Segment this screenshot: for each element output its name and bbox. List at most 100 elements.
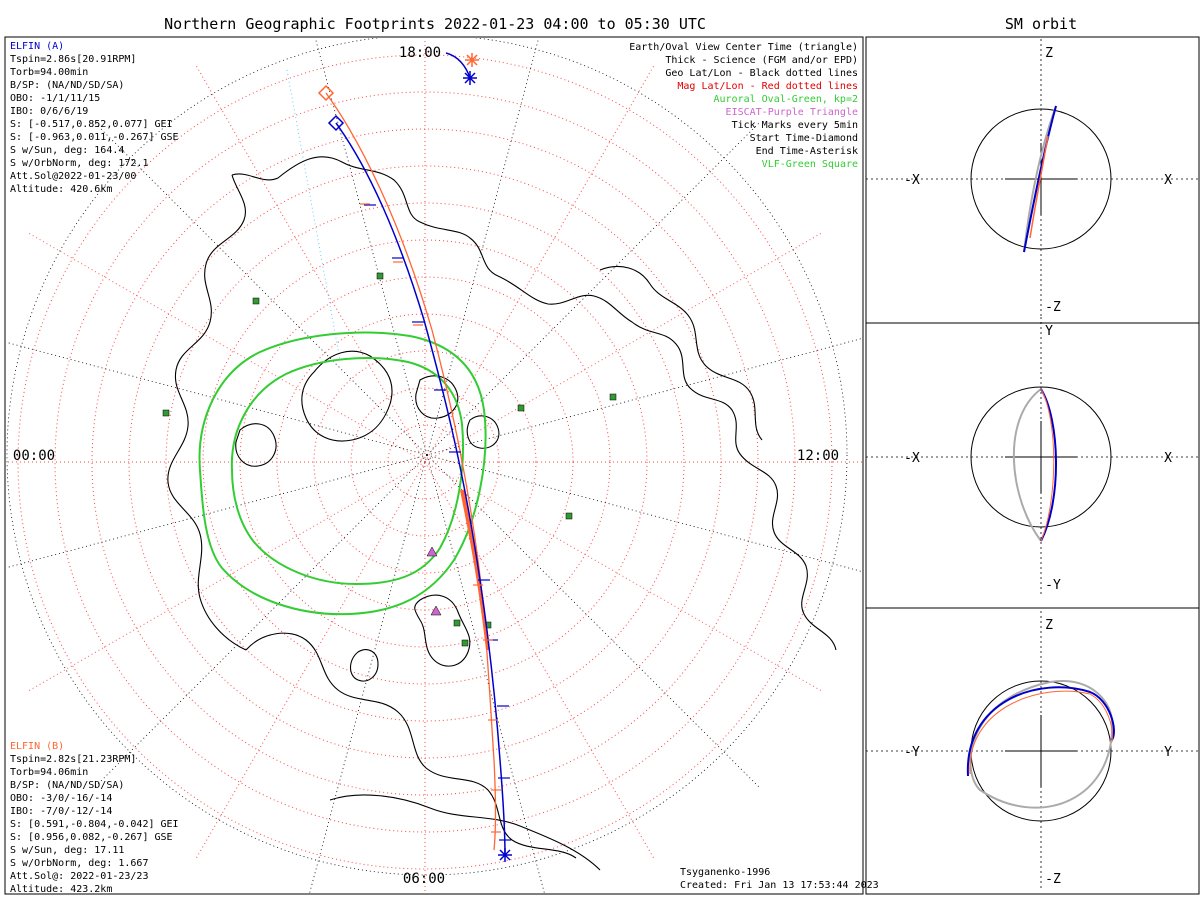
sm-panel-xz: -X X Z -Z — [866, 39, 1199, 319]
eiscat-triangle — [426, 546, 438, 557]
sm-panel-frame — [865, 36, 1200, 895]
mag-grid — [6, 38, 862, 893]
info-b-line: Altitude: 423.2km — [10, 884, 112, 895]
coastline-scandinavia — [414, 594, 471, 667]
coastline-hudson — [235, 423, 277, 467]
info-a-line: Torb=94.00min — [10, 67, 88, 78]
clock-label-left: 00:00 — [13, 448, 55, 464]
footer: Tsyganenko-1996 Created: Fri Jan 13 17:5… — [680, 867, 879, 891]
coastline-eurasia — [167, 174, 577, 859]
coastlines — [167, 156, 837, 871]
footer-created: Created: Fri Jan 13 17:53:44 2023 — [680, 880, 879, 891]
orbit-shadow — [1023, 105, 1057, 253]
mag-lat-circle — [202, 239, 648, 685]
info-b-line: IBO: -7/0/-12/-14 — [10, 806, 112, 817]
site-markers — [162, 272, 617, 647]
vlf-square — [609, 393, 617, 401]
main-title: Northern Geographic Footprints 2022-01-2… — [164, 15, 706, 33]
mag-lat-circle — [350, 387, 500, 537]
info-a-line: IBO: 0/6/6/19 — [10, 106, 88, 117]
map-frame — [4, 36, 864, 895]
info-b-line: S: [0.591,-0.804,-0.042] GEI — [10, 819, 179, 830]
clock-label-top: 18:00 — [399, 45, 441, 61]
info-b-line: S: [0.956,0.082,-0.267] GSE — [10, 832, 173, 843]
mag-lon-line — [26, 461, 426, 693]
info-a-line: B/SP: (NA/ND/SD/SA) — [10, 80, 124, 91]
info-b-line: B/SP: (NA/ND/SD/SA) — [10, 780, 124, 791]
info-block-b: ELFIN (B) Tspin=2.82s[21.23RPM] Torb=94.… — [10, 741, 179, 895]
legend-entry: Thick - Science (FGM and/or EPD) — [665, 55, 858, 66]
elfin-a-end-asterisk — [498, 848, 512, 862]
info-b-title: ELFIN (B) — [10, 741, 64, 752]
clock-label-bottom: 06:00 — [403, 871, 445, 887]
sm-panel-yz: -Y Y Z -Z — [866, 611, 1199, 891]
mag-lon-line — [26, 231, 426, 463]
info-a-line: S w/OrbNorm, deg: 172.1 — [10, 158, 148, 169]
orbit-b — [1029, 135, 1049, 239]
orbit-shadow — [1013, 388, 1042, 542]
vlf-square — [461, 639, 469, 647]
eiscat-triangle — [430, 605, 442, 616]
mag-lon-line — [424, 231, 824, 463]
footer-model: Tsyganenko-1996 — [680, 867, 770, 878]
info-a-line: S w/Sun, deg: 164.4 — [10, 145, 124, 156]
elfin-a-track — [335, 122, 506, 856]
auroral-oval-outer — [198, 331, 487, 616]
elfin-b-start-diamond — [317, 84, 335, 102]
axis-label-v-pos: Z — [1045, 46, 1053, 61]
info-b-line: Att.Sol@: 2022-01-23/23 — [10, 871, 148, 882]
legend-entry: Geo Lat/Lon - Black dotted lines — [665, 68, 858, 79]
earth-circle — [970, 386, 1112, 528]
mag-lat-circle — [54, 91, 796, 833]
legend-entry: Start Time-Diamond — [750, 133, 858, 144]
polar-map — [6, 38, 862, 893]
orbit-b — [969, 690, 1113, 775]
vlf-square — [565, 512, 573, 520]
coastline-eastern-asia — [599, 266, 763, 441]
vlf-square — [252, 297, 260, 305]
elfin-b-end-asterisk — [465, 53, 479, 67]
legend-entry: VLF-Green Square — [762, 159, 858, 170]
legend-entry: EISCAT-Purple Triangle — [726, 107, 858, 118]
info-a-line: Tspin=2.86s[20.91RPM] — [10, 54, 136, 65]
vlf-square — [453, 619, 461, 627]
axis-label-v-neg: -Y — [1045, 578, 1061, 593]
axis-label-h-pos: X — [1164, 451, 1172, 466]
info-b-line: OBO: -3/0/-16/-14 — [10, 793, 112, 804]
coastline-arctic-islands — [415, 375, 500, 449]
axis-label-v-neg: -Z — [1045, 300, 1061, 315]
axis-label-v-pos: Y — [1045, 324, 1053, 339]
vlf-square — [376, 272, 384, 280]
vlf-square — [162, 409, 170, 417]
coastline-uk — [349, 649, 379, 682]
info-a-line: Att.Sol@2022-01-23/00 — [10, 171, 136, 182]
geo-equator — [6, 38, 848, 876]
axis-label-v-neg: -Z — [1045, 872, 1061, 887]
coastline-north-america — [231, 156, 837, 651]
axis-label-h-pos: X — [1164, 173, 1172, 188]
info-block-a: ELFIN (A) Tspin=2.86s[20.91RPM] Torb=94.… — [10, 41, 179, 195]
axis-label-h-neg: -X — [904, 173, 920, 188]
legend-entry: Mag Lat/Lon - Red dotted lines — [677, 81, 858, 92]
info-a-title: ELFIN (A) — [10, 41, 64, 52]
info-b-line: S w/Sun, deg: 17.11 — [10, 845, 124, 856]
legend: Earth/Oval View Center Time (triangle) T… — [629, 42, 858, 170]
axis-label-v-pos: Z — [1045, 618, 1053, 633]
side-title: SM orbit — [1005, 15, 1077, 33]
mag-lon-line — [424, 461, 824, 693]
earth-circle — [970, 108, 1112, 250]
footprint-tracks — [317, 52, 512, 862]
elfin-a-start-diamond — [327, 114, 345, 132]
asterisk-stroke — [466, 54, 478, 66]
mag-lon-line — [424, 461, 656, 861]
elfin-b-science — [460, 489, 490, 651]
legend-entry: End Time-Asterisk — [756, 146, 858, 157]
axis-label-h-neg: -X — [904, 451, 920, 466]
coastline-greenland — [301, 350, 393, 442]
legend-entry: Tick Marks every 5min — [732, 120, 858, 131]
legend-entry: Auroral Oval-Green, kp=2 — [714, 94, 859, 105]
mag-lat-circle — [165, 202, 685, 722]
legend-entry: Earth/Oval View Center Time (triangle) — [629, 42, 858, 53]
info-b-line: S w/OrbNorm, deg: 1.667 — [10, 858, 148, 869]
